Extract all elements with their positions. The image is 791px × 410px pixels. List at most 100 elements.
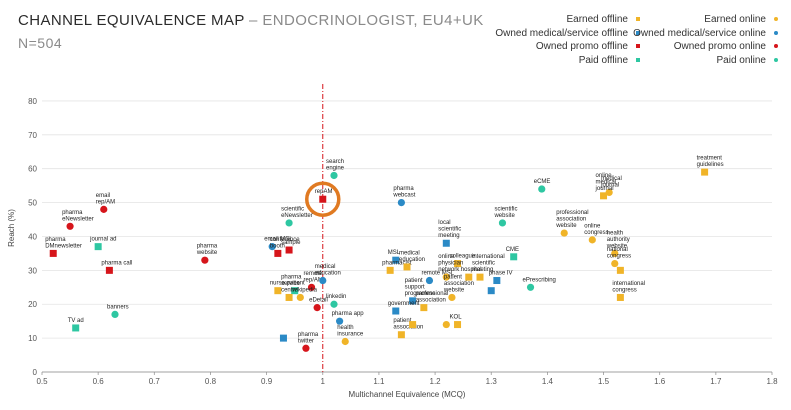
point-label: scientific eNewsletter — [281, 206, 313, 219]
point-label-line: remote MSL — [421, 271, 454, 277]
y-tick-label: 60 — [28, 165, 37, 174]
point-label-line: scientific — [472, 261, 495, 267]
data-point-square — [616, 293, 624, 301]
point-label-line: health — [337, 325, 353, 331]
point-label: professional association website — [555, 210, 588, 229]
point-label-line: international — [472, 254, 505, 260]
point-label: online congress — [584, 223, 608, 236]
point-label-line: hospital — [461, 267, 482, 273]
point-label-line: scientific — [281, 206, 304, 212]
point-label-line: treatment — [697, 156, 723, 162]
point-label: international scientific meeting — [472, 254, 505, 273]
legend-label: Owned promo online — [673, 41, 766, 52]
point-label-line: website — [196, 250, 218, 256]
x-tick-label: 1.1 — [373, 377, 385, 386]
point-label-line: medical — [399, 250, 420, 256]
point-label: medical journal — [600, 176, 622, 189]
sample-size: N=504 — [18, 35, 63, 51]
legend-marker — [636, 17, 640, 22]
y-tick-label: 0 — [33, 368, 38, 377]
point-label-line: TV ad — [68, 318, 84, 324]
point-label-line: twitter — [298, 338, 314, 344]
point-label-line: ePrescribing — [523, 277, 556, 283]
x-tick-label: 1.3 — [486, 377, 498, 386]
data-point-square — [94, 243, 102, 251]
point-label-line: medical — [601, 176, 622, 182]
data-point-square — [291, 287, 299, 295]
point-label-line: pharma — [298, 332, 319, 338]
legend-label: Paid online — [716, 54, 766, 66]
point-label: national congress — [607, 247, 631, 260]
data-point-square — [285, 293, 293, 301]
chart-title: CHANNEL EQUIVALENCE MAP — [18, 12, 245, 29]
data-point-circle — [442, 320, 450, 329]
data-point-square — [105, 266, 113, 274]
point-label: search engine — [326, 159, 345, 172]
point-label: banners — [107, 304, 129, 310]
data-point-square — [493, 277, 501, 285]
point-label-line: programme — [405, 291, 436, 297]
point-label-line: congress — [607, 254, 631, 260]
point-label-line: patient — [405, 278, 423, 284]
point-label-line: professional — [556, 210, 588, 216]
x-tick-label: 0.8 — [205, 377, 217, 386]
data-point-square — [285, 246, 293, 254]
point-label-line: online — [584, 223, 601, 229]
chart-title-row: CHANNEL EQUIVALENCE MAP – ENDOCRINOLOGIS… — [18, 12, 484, 29]
data-point-square — [392, 256, 400, 264]
point-label: online physician network — [438, 254, 463, 273]
point-label-line: search — [326, 159, 344, 165]
data-point-circle — [498, 219, 507, 227]
data-point-square — [392, 307, 400, 315]
data-point-circle — [588, 236, 596, 244]
point-label-line: journal ad — [89, 237, 116, 243]
point-label: ePrescribing — [523, 277, 556, 283]
point-label-line: association — [444, 281, 474, 287]
highlight-ring — [305, 181, 341, 217]
data-point-square — [409, 297, 417, 305]
point-label-line: meeting — [472, 267, 493, 273]
data-point-square — [616, 266, 624, 274]
point-label: conference booth — [270, 237, 300, 250]
point-label-line: service — [281, 281, 301, 287]
point-label-line: centre — [281, 287, 298, 293]
point-label: treatment guidelines — [697, 156, 724, 169]
point-label: patient support programme — [405, 278, 436, 297]
point-label: patient association — [393, 318, 423, 331]
legend-item: Owned medical/service offline — [470, 27, 640, 41]
point-label: international congress — [612, 281, 645, 294]
point-label: nurse — [270, 281, 286, 287]
data-point-circle — [341, 337, 349, 346]
point-label: health authority website — [606, 230, 630, 249]
y-tick-label: 50 — [28, 199, 37, 208]
point-label-line: engine — [326, 165, 345, 171]
legend-item: Paid online — [600, 54, 778, 68]
point-label-line: website — [606, 243, 628, 249]
point-label-line: journal — [595, 186, 614, 192]
point-label-line: pharma — [62, 210, 83, 216]
data-point-circle — [111, 310, 119, 318]
data-point-circle — [66, 222, 74, 230]
point-label-line: physician — [438, 261, 463, 267]
legend-item: Paid offline — [470, 54, 640, 68]
point-label: hospital — [461, 267, 482, 273]
data-point-square — [454, 321, 462, 329]
point-label-line: guidelines — [697, 162, 724, 168]
chart-subtitle: – ENDOCRINOLOGIST, EU4+UK — [244, 12, 484, 29]
point-label-line: remote — [304, 271, 323, 277]
legend-marker — [774, 44, 778, 49]
point-label-line: professional — [416, 291, 448, 297]
point-label-line: medical — [315, 264, 336, 270]
point-label-line: website — [493, 213, 515, 219]
data-point-square — [701, 168, 709, 176]
point-label-line: pharmacist — [382, 260, 412, 266]
data-point-square — [397, 331, 405, 339]
legend-item: Earned online — [600, 13, 778, 27]
point-label-line: pharma — [45, 237, 66, 243]
x-tick-label: 1.7 — [710, 377, 722, 386]
legend-marker — [636, 57, 640, 62]
point-label: pharma call — [101, 260, 132, 266]
point-label-line: website — [555, 223, 577, 229]
point-label: journal ad — [89, 237, 116, 243]
point-label-line: government — [388, 301, 420, 307]
